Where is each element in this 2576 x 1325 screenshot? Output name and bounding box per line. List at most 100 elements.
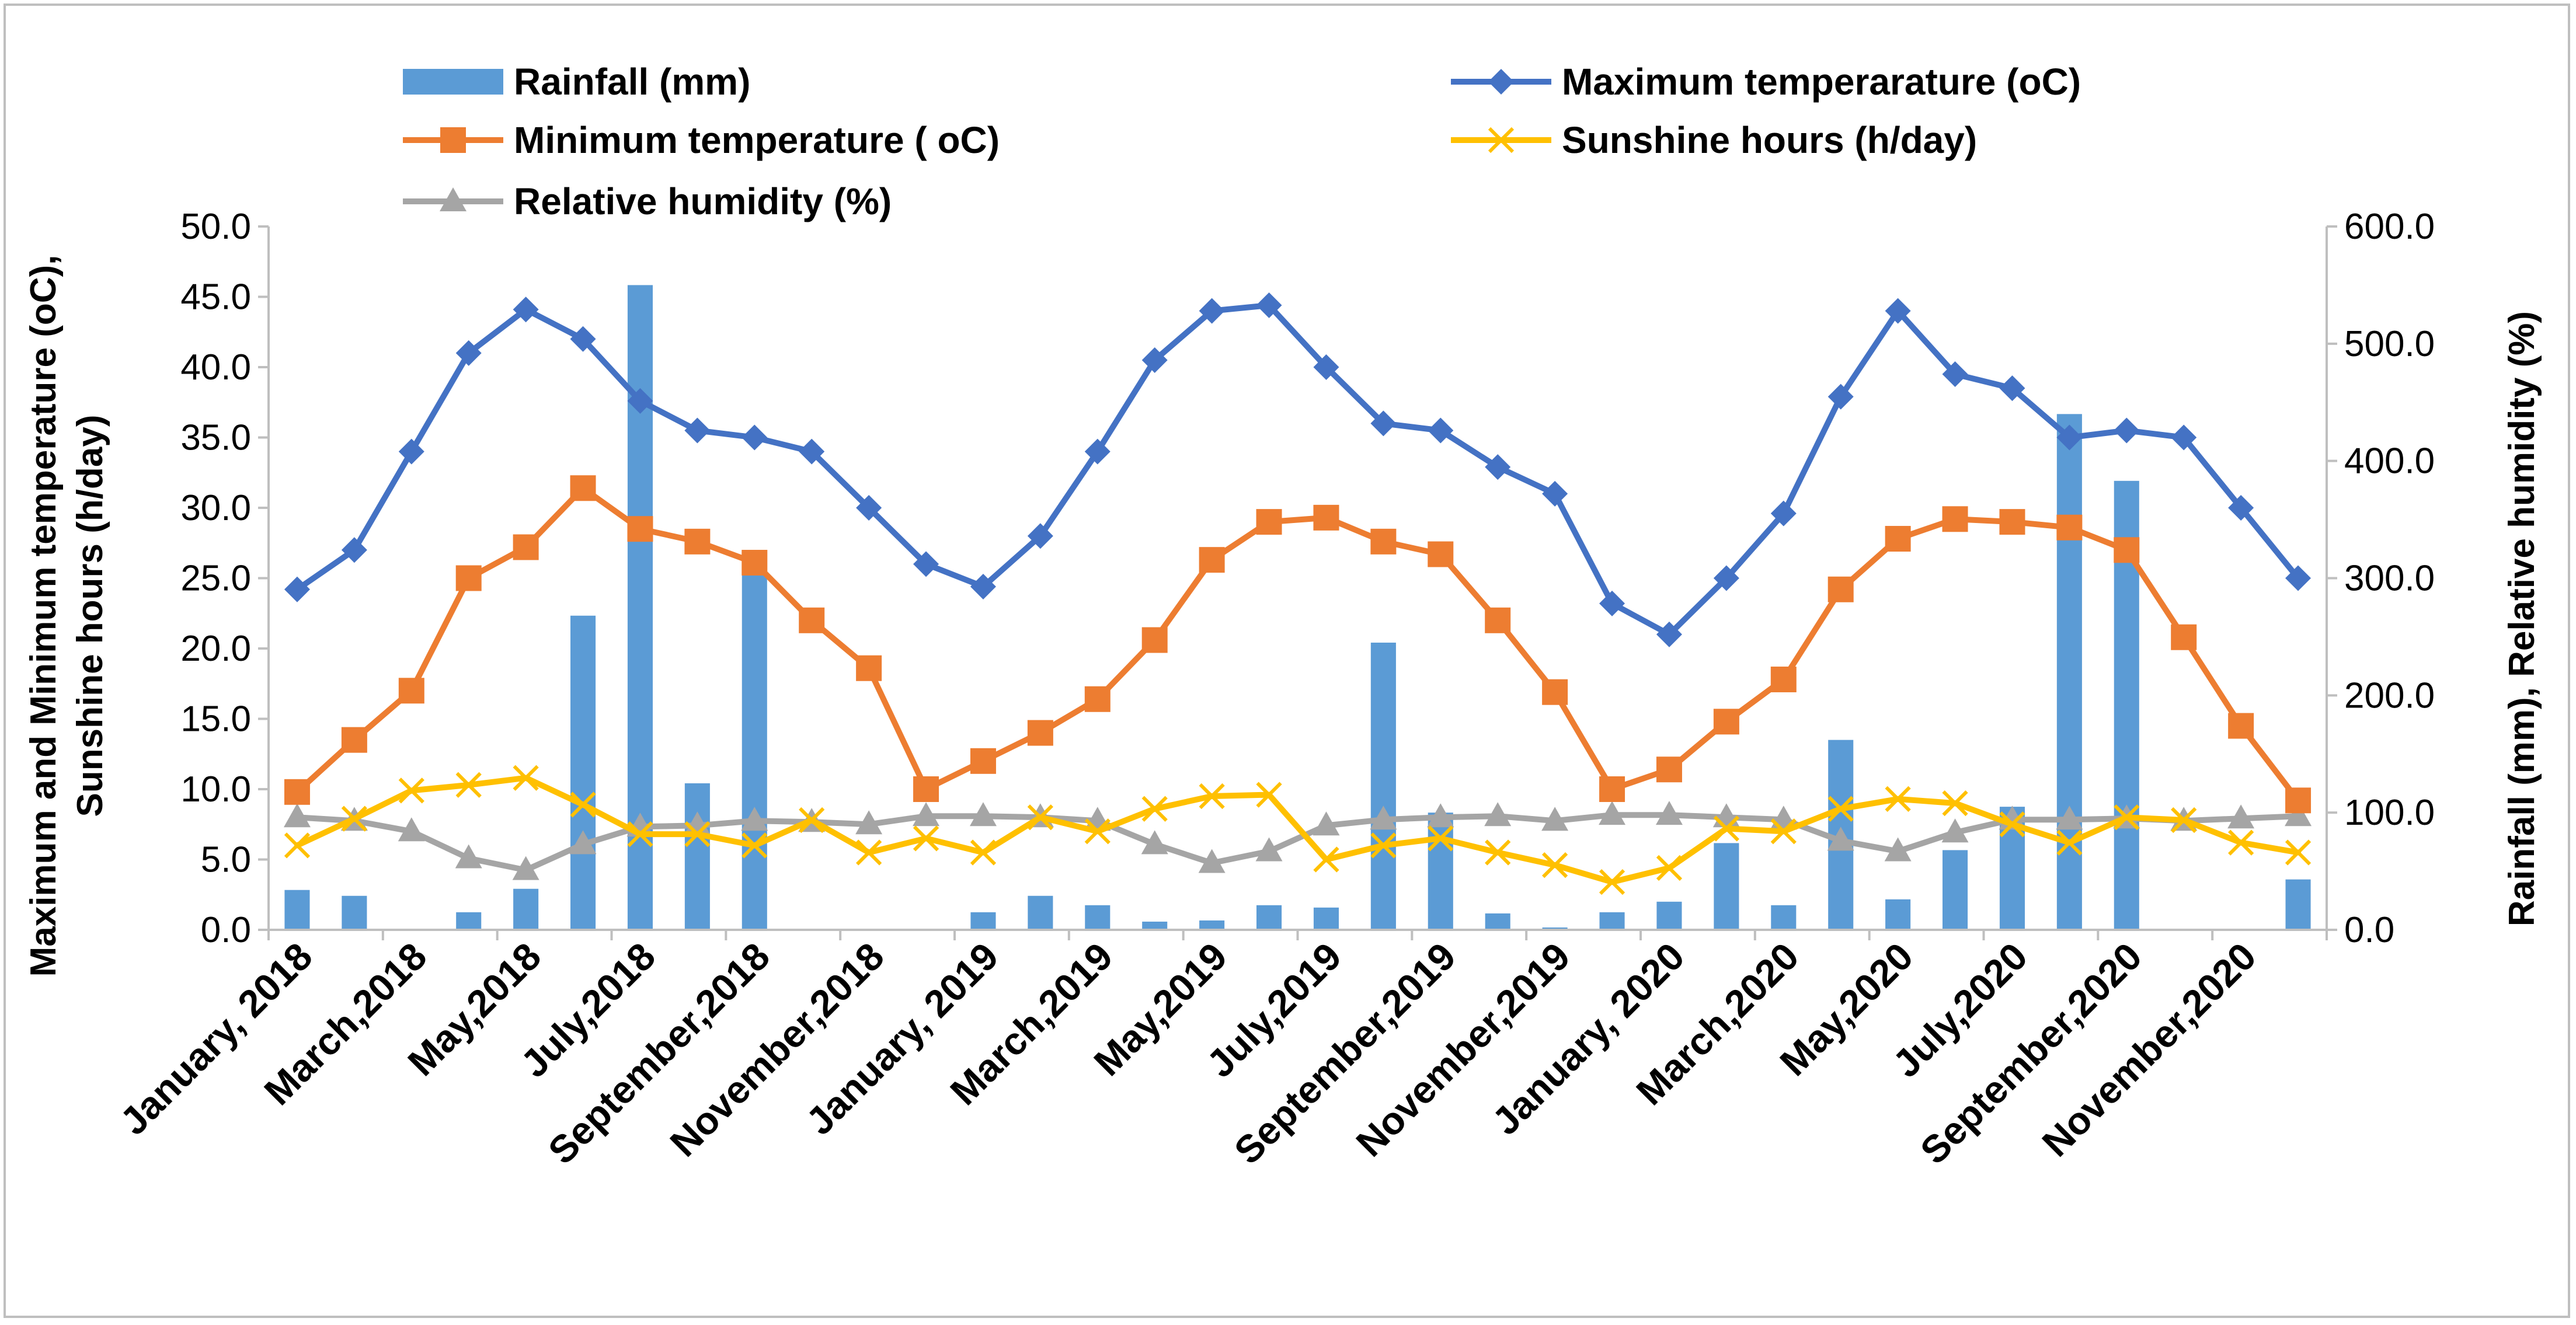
relative-humidity-point (569, 830, 597, 855)
minimum-temperature-oc-point (1542, 679, 1568, 705)
minimum-temperature-oc-point (1656, 756, 1682, 783)
relative-humidity-point (1541, 807, 1569, 831)
maximum-temperarature-oc-point (1656, 621, 1682, 647)
rainfall-bar (513, 888, 539, 930)
maximum-temperarature-oc-point (398, 438, 424, 465)
relative-humidity-point (2056, 806, 2083, 830)
minimum-temperature-oc-line (294, 485, 2301, 804)
minimum-temperature-oc-point (1770, 667, 1797, 693)
relative-humidity-point (512, 856, 539, 880)
maximum-temperarature-oc-point (1599, 590, 1625, 616)
x-tick-label: January, 2018 (112, 935, 321, 1143)
minimum-temperature-oc-point (1141, 627, 1168, 653)
right-tick-label: 200.0 (2344, 675, 2435, 716)
sunshine-hours-h-day-point (856, 839, 882, 866)
rainfall-bar (1370, 642, 1396, 930)
maximum-temperarature-oc-point (913, 551, 939, 577)
legend: Rainfall (mm) Maximum temperarature (oC) M… (403, 61, 2081, 222)
rainfall-bar (456, 912, 482, 930)
legend-label: Minimum temperature ( oC) (514, 119, 1000, 161)
axis-titles: Maximum and Minimum temperature (oC), Su… (23, 255, 2542, 977)
minimum-temperature-oc-point (913, 776, 939, 802)
x-tick-label: November,2018 (662, 935, 892, 1165)
right-axis-title: Rainfall (mm), Relative humidity (%) (2502, 311, 2542, 926)
sunshine-hours-h-day-point (913, 825, 939, 852)
sunshine-hours-h-day-point (1713, 815, 1740, 842)
right-tick-label: 600.0 (2344, 207, 2435, 247)
minimum-temperature-oc-point (398, 678, 424, 704)
minimum-temperature-oc-point (2056, 514, 2083, 541)
sunshine-hours-h-day-point (1827, 796, 1854, 822)
chart-frame (4, 4, 2570, 1318)
legend-swatch (403, 69, 503, 95)
maximum-temperarature-oc-point (1428, 417, 1454, 444)
sunshine-hours-h-day-series (284, 765, 2312, 895)
legend-marker (1488, 127, 1515, 154)
minimum-temperature-oc-point (1027, 720, 1053, 746)
left-tick-label: 20.0 (180, 629, 251, 669)
sunshine-hours-h-day-point (1141, 796, 1168, 822)
sunshine-hours-h-day-line (294, 775, 2301, 885)
sunshine-hours-h-day-point (1027, 804, 1054, 831)
maximum-temperarature-oc-point (2056, 424, 2083, 451)
maximum-temperarature-oc-point (1770, 500, 1797, 526)
sunshine-hours-h-day-point (1656, 855, 1683, 881)
minimum-temperature-oc-point (742, 549, 768, 576)
relative-humidity-point (1655, 801, 1683, 825)
x-tick-label: November,2020 (2034, 935, 2264, 1165)
left-tick-label: 40.0 (180, 347, 251, 388)
relative-humidity-point (398, 817, 425, 842)
maximum-temperarature-oc-point (970, 573, 996, 599)
relative-humidity-point (283, 803, 311, 828)
relative-humidity-point (1313, 811, 1340, 836)
minimum-temperature-oc-point (1713, 709, 1739, 735)
sunshine-hours-h-day-point (684, 821, 711, 848)
rainfall-bar (1199, 920, 1225, 930)
sunshine-hours-h-day-point (1542, 852, 1568, 878)
sunshine-hours-h-day-point (742, 832, 768, 859)
minimum-temperature-oc-point (970, 748, 996, 774)
sunshine-hours-h-day-point (1885, 786, 1911, 812)
sunshine-hours-h-day-point (1942, 790, 1968, 817)
x-tick-label: January, 2019 (798, 935, 1007, 1143)
minimum-temperature-oc-point (284, 779, 310, 805)
sunshine-hours-h-day-point (570, 791, 596, 818)
rainfall-bar (1656, 901, 1682, 930)
sunshine-hours-h-day-point (2171, 807, 2197, 834)
left-tick-label: 30.0 (180, 488, 251, 528)
maximum-temperarature-oc-point (1542, 480, 1568, 507)
rainfall-bar (970, 912, 996, 930)
rainfall-bar (1542, 927, 1568, 930)
minimum-temperature-oc-point (513, 534, 539, 560)
legend-label: Sunshine hours (h/day) (1562, 119, 1977, 161)
left-tick-label: 50.0 (180, 207, 251, 247)
minimum-temperature-oc-point (570, 475, 596, 501)
maximum-temperarature-oc-point (627, 388, 653, 414)
rainfall-bar (342, 895, 367, 930)
maximum-temperarature-oc-point (570, 326, 596, 352)
rainfall-bar (1256, 905, 1282, 930)
right-tick-label: 0.0 (2344, 910, 2394, 950)
maximum-temperarature-oc-point (2285, 565, 2312, 591)
sunshine-hours-h-day-point (455, 772, 482, 798)
minimum-temperature-oc-point (1885, 526, 1911, 552)
rainfall-bar (1085, 905, 1111, 930)
maximum-temperarature-oc-point (1141, 347, 1168, 373)
line-series (283, 292, 2312, 895)
maximum-temperarature-oc-point (341, 537, 367, 563)
sunshine-hours-h-day-point (1428, 825, 1454, 852)
maximum-temperarature-oc-point (1713, 565, 1739, 591)
sunshine-hours-h-day-point (1256, 782, 1282, 808)
rainfall-bar (1028, 895, 1053, 930)
rainfall-bar (1885, 899, 1911, 930)
right-tick-label: 400.0 (2344, 441, 2435, 482)
rainfall-bar (2285, 879, 2311, 930)
relative-humidity-point (2227, 804, 2255, 829)
maximum-temperarature-oc-point (1827, 383, 1854, 410)
sunshine-hours-h-day-point (398, 777, 424, 804)
minimum-temperature-oc-point (455, 565, 482, 591)
rainfall-bar (1142, 921, 1168, 930)
rainfall-bar (1313, 907, 1339, 930)
sunshine-hours-h-day-point (1599, 869, 1625, 895)
